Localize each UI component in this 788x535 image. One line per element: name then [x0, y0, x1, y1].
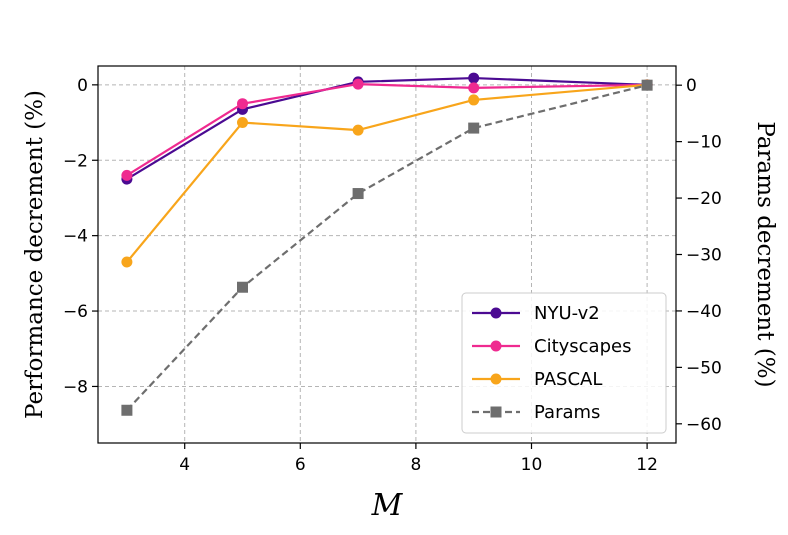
x-tick-label: 12 — [636, 455, 658, 475]
data-point-cityscapes — [121, 169, 133, 181]
x-tick-label: 6 — [295, 455, 306, 475]
data-point-nyu-v2 — [468, 72, 480, 84]
data-point-params — [121, 404, 133, 416]
legend-marker-nyu-v2 — [490, 307, 502, 319]
y2-tick-label: −50 — [686, 358, 722, 378]
series-params — [121, 79, 653, 416]
y-tick-label: −6 — [63, 302, 88, 322]
series-pascal — [121, 79, 653, 268]
y2-tick-label: −60 — [686, 415, 722, 435]
y-tick-label: −8 — [63, 377, 88, 397]
legend-item-nyu-v2: NYU-v2 — [472, 303, 600, 324]
y2-tick-label: −20 — [686, 189, 722, 209]
legend-label-pascal: PASCAL — [534, 369, 602, 390]
legend-label-nyu-v2: NYU-v2 — [534, 303, 600, 324]
data-point-pascal — [352, 124, 364, 136]
y2-tick-label: 0 — [686, 76, 697, 96]
data-point-cityscapes — [237, 98, 248, 110]
series-group — [121, 72, 653, 416]
legend-marker-pascal — [490, 373, 502, 385]
legend-label-params: Params — [534, 402, 600, 423]
data-point-params — [468, 122, 480, 134]
series-line-cityscapes — [126, 82, 648, 177]
axes: 4 6 8 10 12 0 −2 −4 −6 −8 0 −10 −20 −30 −40 −50 −60 — [63, 76, 722, 475]
legend: NYU-v2 Cityscapes PASCAL Params — [461, 292, 667, 434]
data-point-pascal — [468, 94, 480, 106]
x-tick-label: 10 — [521, 455, 543, 475]
y2-tick-label: −40 — [686, 302, 722, 322]
data-point-cityscapes — [352, 78, 364, 90]
legend-marker-cityscapes — [490, 340, 502, 352]
x-axis-label: M — [371, 488, 404, 523]
legend-marker-params — [490, 406, 502, 418]
data-point-cityscapes — [468, 82, 480, 94]
legend-item-cityscapes: Cityscapes — [472, 336, 631, 357]
legend-label-cityscapes: Cityscapes — [534, 336, 631, 357]
data-point-params — [237, 281, 248, 293]
y2-axis-label: Params decrement (%) — [752, 121, 778, 387]
y-tick-label: 0 — [77, 76, 88, 96]
series-line-params — [126, 84, 648, 412]
y-axis-label: Performance decrement (%) — [22, 90, 48, 419]
x-tick-label: 8 — [410, 455, 421, 475]
y2-tick-label: −30 — [686, 246, 722, 266]
legend-box — [461, 292, 667, 434]
legend-item-params: Params — [472, 402, 600, 423]
data-point-pascal — [237, 117, 248, 129]
data-point-params — [352, 188, 364, 200]
legend-item-pascal: PASCAL — [472, 369, 602, 390]
data-point-params — [641, 79, 653, 91]
data-point-pascal — [121, 256, 133, 268]
y-tick-label: −4 — [63, 227, 88, 247]
series-line-nyu-v2 — [126, 76, 648, 181]
y-tick-label: −2 — [63, 151, 88, 171]
x-tick-label: 4 — [179, 455, 190, 475]
y2-tick-label: −10 — [686, 133, 722, 153]
series-cityscapes — [121, 78, 653, 181]
